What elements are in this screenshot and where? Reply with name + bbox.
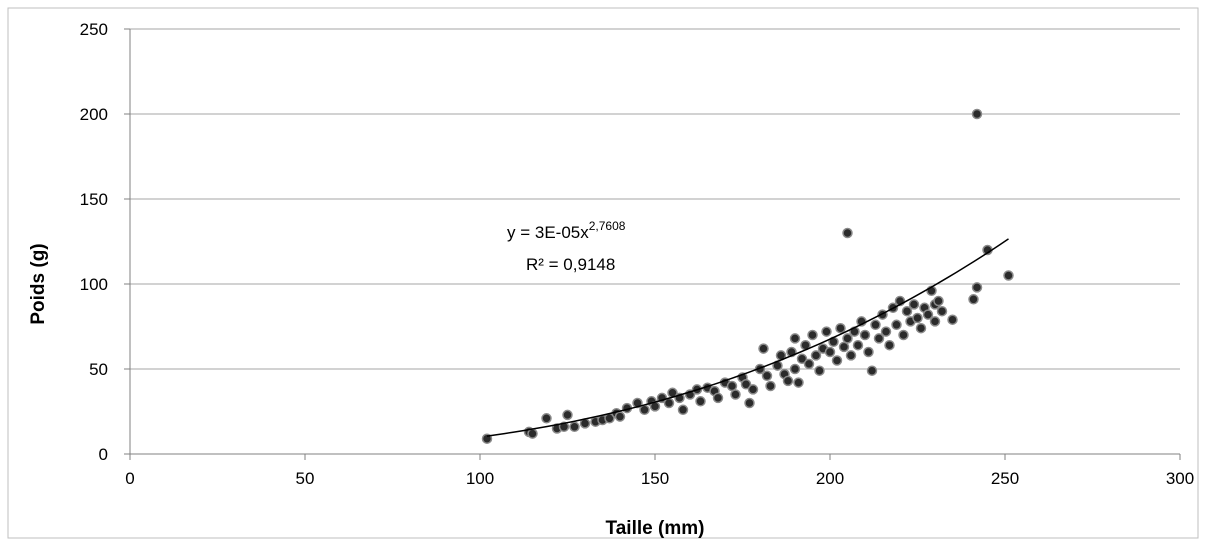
x-tick-label-100: 100 [466, 469, 494, 488]
axes [124, 28, 1181, 460]
data-point-49 [796, 353, 808, 365]
data-point-46 [789, 333, 801, 344]
data-point-72 [873, 333, 885, 344]
data-point-57 [824, 346, 836, 358]
data-point-89 [929, 316, 941, 327]
data-point-54 [814, 365, 825, 376]
y-tick-label-100: 100 [80, 275, 108, 294]
data-point-97 [1003, 270, 1014, 281]
data-point-53 [810, 350, 822, 361]
data-point-7 [569, 421, 580, 433]
data-point-95 [971, 108, 983, 120]
data-point-74 [880, 326, 892, 337]
data-point-35 [744, 397, 755, 409]
data-point-61 [838, 341, 850, 353]
data-point-32 [730, 389, 741, 400]
data-point-52 [807, 329, 818, 341]
data-point-44 [782, 375, 794, 387]
data-point-60 [835, 322, 846, 334]
data-point-13 [614, 411, 626, 422]
data-point-15 [632, 397, 643, 409]
data-point-2 [527, 428, 538, 439]
data-point-51 [803, 358, 815, 370]
data-point-26 [695, 396, 706, 407]
data-point-5 [558, 421, 570, 433]
data-point-3 [541, 413, 552, 424]
data-point-29 [712, 392, 724, 404]
data-point-16 [639, 404, 650, 416]
x-tick-label-300: 300 [1166, 469, 1194, 488]
data-point-47 [789, 363, 801, 375]
data-point-71 [870, 319, 881, 331]
data-point-38 [758, 343, 769, 354]
chart-border [7, 7, 1199, 539]
data-point-82 [908, 299, 920, 310]
data-point-63 [842, 333, 853, 344]
x-tick-label-250: 250 [991, 469, 1019, 488]
data-point-75 [884, 339, 895, 351]
data-point-34 [740, 379, 752, 390]
data-point-20 [663, 397, 675, 409]
data-point-92 [947, 314, 958, 325]
data-point-91 [936, 305, 948, 317]
data-point-56 [821, 326, 832, 337]
data-point-83 [912, 312, 923, 324]
y-tick-label-250: 250 [80, 20, 108, 39]
equation-exponent: 2,7608 [589, 219, 626, 233]
data-point-68 [859, 329, 871, 341]
data-point-66 [852, 339, 864, 351]
r-squared-label: R² = 0,9148 [526, 255, 615, 274]
tick-labels: 0 50 100 150 200 250 0 50 100 150 200 250 300 [80, 20, 1195, 488]
x-axis-title: Taille (mm) [606, 518, 705, 539]
data-points [481, 108, 1014, 444]
trendline-group [486, 238, 1009, 437]
x-tick-label-0: 0 [125, 469, 134, 488]
data-point-93 [968, 294, 979, 305]
data-point-48 [793, 377, 804, 388]
y-axis-title: Poids (g) [28, 243, 49, 324]
gridlines [130, 28, 1180, 370]
data-point-59 [831, 355, 843, 366]
trendline [486, 238, 1009, 437]
data-point-64 [845, 350, 857, 361]
data-point-31 [726, 380, 738, 392]
x-tick-label-50: 50 [296, 469, 315, 488]
data-point-69 [863, 346, 874, 358]
y-tick-label-50: 50 [89, 360, 108, 379]
data-point-36 [747, 384, 759, 395]
data-point-79 [898, 329, 909, 341]
data-point-40 [765, 380, 776, 392]
y-tick-label-200: 200 [80, 105, 108, 124]
data-point-80 [901, 305, 913, 317]
data-point-23 [677, 404, 689, 416]
x-tick-label-200: 200 [816, 469, 844, 488]
y-tick-label-0: 0 [99, 445, 108, 464]
data-point-62 [842, 227, 853, 239]
data-point-86 [922, 309, 934, 320]
y-tick-label-150: 150 [80, 190, 108, 209]
data-point-90 [933, 295, 944, 307]
data-point-70 [866, 365, 878, 376]
data-point-94 [971, 282, 983, 293]
x-tick-label-150: 150 [641, 469, 669, 488]
trendline-equation: y = 3E-05x2,7608 [507, 219, 626, 242]
equation-base: y = 3E-05x [507, 223, 589, 242]
data-point-77 [891, 319, 902, 331]
data-point-6 [562, 409, 573, 421]
data-point-84 [915, 322, 927, 334]
data-point-39 [761, 370, 773, 382]
